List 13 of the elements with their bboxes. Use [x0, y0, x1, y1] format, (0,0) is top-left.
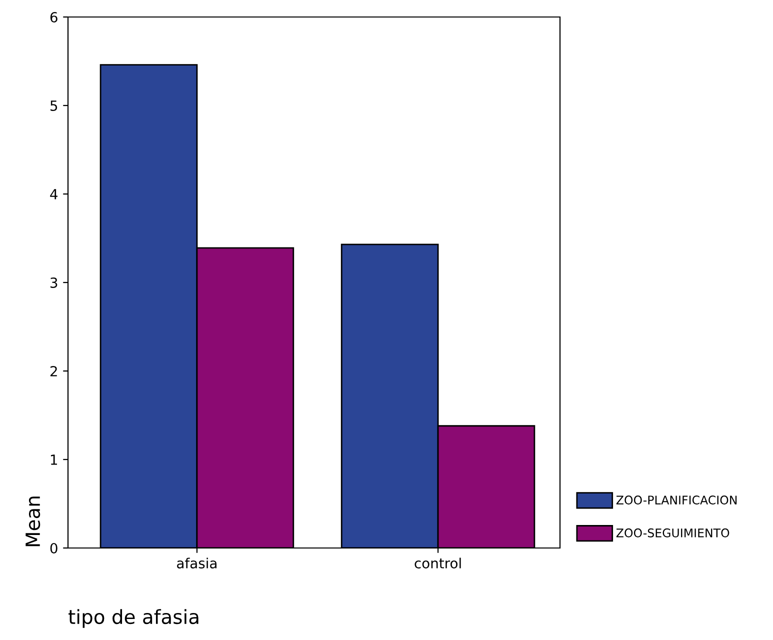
x-tick-label: control [414, 558, 461, 568]
legend-label: ZOO-SEGUIMIENTO [616, 528, 730, 538]
y-tick-label: 0 [50, 542, 58, 554]
y-axis-title: Mean [26, 496, 40, 546]
y-tick-label: 5 [50, 100, 58, 111]
x-axis-title: tipo de afasia [68, 609, 198, 628]
y-tick-label: 1 [50, 454, 57, 465]
y-tick-label: 2 [50, 366, 57, 376]
x-tick-label: afasia [177, 558, 216, 568]
y-tick-label: 4 [50, 189, 58, 200]
legend-label: ZOO-PLANIFICACION [616, 496, 737, 504]
y-tick-label: 6 [50, 12, 58, 22]
y-tick-label: 3 [50, 277, 58, 288]
